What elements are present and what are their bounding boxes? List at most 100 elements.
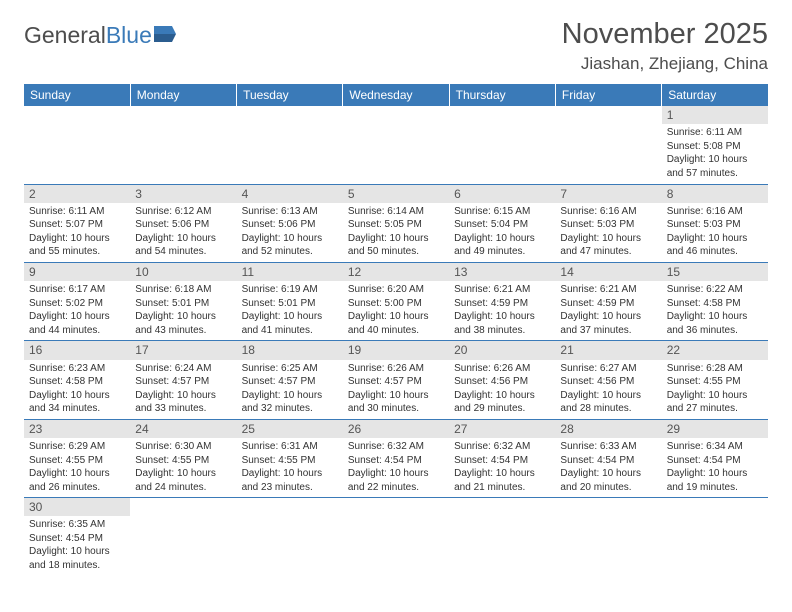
location: Jiashan, Zhejiang, China: [562, 54, 768, 74]
day-line: Sunrise: 6:20 AM: [348, 283, 444, 297]
day-line: Sunrise: 6:26 AM: [454, 362, 550, 376]
weekday-header: Friday: [555, 84, 661, 106]
weekday-header-row: Sunday Monday Tuesday Wednesday Thursday…: [24, 84, 768, 106]
calendar-cell: [237, 106, 343, 184]
calendar-cell: [237, 498, 343, 576]
day-line: Sunset: 4:56 PM: [454, 375, 550, 389]
day-line: and 23 minutes.: [242, 481, 338, 495]
day-line: Sunset: 4:57 PM: [348, 375, 444, 389]
day-details: Sunrise: 6:30 AMSunset: 4:55 PMDaylight:…: [130, 438, 236, 497]
day-line: Sunset: 4:56 PM: [560, 375, 656, 389]
day-line: Sunset: 5:03 PM: [667, 218, 763, 232]
calendar-cell: 26Sunrise: 6:32 AMSunset: 4:54 PMDayligh…: [343, 419, 449, 497]
day-number: 27: [449, 420, 555, 438]
day-line: Daylight: 10 hours: [560, 467, 656, 481]
day-line: and 54 minutes.: [135, 245, 231, 259]
day-number: 21: [555, 341, 661, 359]
day-line: Daylight: 10 hours: [454, 467, 550, 481]
day-line: and 19 minutes.: [667, 481, 763, 495]
day-line: Daylight: 10 hours: [667, 153, 763, 167]
flag-icon: [154, 26, 176, 42]
day-number: 28: [555, 420, 661, 438]
day-line: and 57 minutes.: [667, 167, 763, 181]
calendar-cell: 10Sunrise: 6:18 AMSunset: 5:01 PMDayligh…: [130, 262, 236, 340]
day-details: Sunrise: 6:32 AMSunset: 4:54 PMDaylight:…: [343, 438, 449, 497]
day-line: and 43 minutes.: [135, 324, 231, 338]
day-details: Sunrise: 6:27 AMSunset: 4:56 PMDaylight:…: [555, 360, 661, 419]
day-details: Sunrise: 6:18 AMSunset: 5:01 PMDaylight:…: [130, 281, 236, 340]
day-line: Sunset: 4:58 PM: [667, 297, 763, 311]
calendar-cell: [343, 106, 449, 184]
day-line: Daylight: 10 hours: [667, 310, 763, 324]
day-line: Sunrise: 6:30 AM: [135, 440, 231, 454]
day-line: Sunrise: 6:16 AM: [667, 205, 763, 219]
day-line: Sunrise: 6:11 AM: [667, 126, 763, 140]
logo-text-2: Blue: [106, 24, 152, 47]
day-line: Daylight: 10 hours: [348, 310, 444, 324]
weekday-header: Thursday: [449, 84, 555, 106]
calendar-cell: 23Sunrise: 6:29 AMSunset: 4:55 PMDayligh…: [24, 419, 130, 497]
day-line: Daylight: 10 hours: [135, 232, 231, 246]
day-line: Daylight: 10 hours: [348, 389, 444, 403]
calendar-table: Sunday Monday Tuesday Wednesday Thursday…: [24, 84, 768, 576]
day-line: Daylight: 10 hours: [242, 232, 338, 246]
title-block: November 2025 Jiashan, Zhejiang, China: [562, 18, 768, 74]
calendar-cell: 13Sunrise: 6:21 AMSunset: 4:59 PMDayligh…: [449, 262, 555, 340]
day-details: Sunrise: 6:21 AMSunset: 4:59 PMDaylight:…: [555, 281, 661, 340]
weekday-header: Monday: [130, 84, 236, 106]
day-line: Sunset: 4:59 PM: [560, 297, 656, 311]
calendar-cell: 18Sunrise: 6:25 AMSunset: 4:57 PMDayligh…: [237, 341, 343, 419]
calendar-cell: 4Sunrise: 6:13 AMSunset: 5:06 PMDaylight…: [237, 184, 343, 262]
day-line: Sunrise: 6:12 AM: [135, 205, 231, 219]
day-details: Sunrise: 6:11 AMSunset: 5:08 PMDaylight:…: [662, 124, 768, 183]
day-line: Daylight: 10 hours: [29, 232, 125, 246]
day-line: Daylight: 10 hours: [135, 310, 231, 324]
day-line: Sunset: 4:54 PM: [29, 532, 125, 546]
day-line: Daylight: 10 hours: [242, 467, 338, 481]
calendar-cell: 14Sunrise: 6:21 AMSunset: 4:59 PMDayligh…: [555, 262, 661, 340]
calendar-cell: 24Sunrise: 6:30 AMSunset: 4:55 PMDayligh…: [130, 419, 236, 497]
day-line: and 40 minutes.: [348, 324, 444, 338]
day-line: and 36 minutes.: [667, 324, 763, 338]
day-number: 15: [662, 263, 768, 281]
calendar-cell: [555, 106, 661, 184]
calendar-cell: 17Sunrise: 6:24 AMSunset: 4:57 PMDayligh…: [130, 341, 236, 419]
day-number: 2: [24, 185, 130, 203]
day-line: Daylight: 10 hours: [667, 232, 763, 246]
day-details: Sunrise: 6:35 AMSunset: 4:54 PMDaylight:…: [24, 516, 130, 575]
day-number: 19: [343, 341, 449, 359]
day-number: 1: [662, 106, 768, 124]
calendar-cell: 27Sunrise: 6:32 AMSunset: 4:54 PMDayligh…: [449, 419, 555, 497]
day-number: 16: [24, 341, 130, 359]
day-line: Sunrise: 6:29 AM: [29, 440, 125, 454]
day-line: Sunset: 5:01 PM: [135, 297, 231, 311]
day-details: Sunrise: 6:26 AMSunset: 4:57 PMDaylight:…: [343, 360, 449, 419]
day-line: Sunset: 4:55 PM: [29, 454, 125, 468]
day-details: Sunrise: 6:34 AMSunset: 4:54 PMDaylight:…: [662, 438, 768, 497]
day-line: and 18 minutes.: [29, 559, 125, 573]
day-line: Sunset: 4:54 PM: [560, 454, 656, 468]
day-line: Sunset: 4:54 PM: [454, 454, 550, 468]
day-line: and 34 minutes.: [29, 402, 125, 416]
day-line: Daylight: 10 hours: [29, 310, 125, 324]
day-line: Sunrise: 6:35 AM: [29, 518, 125, 532]
day-details: Sunrise: 6:14 AMSunset: 5:05 PMDaylight:…: [343, 203, 449, 262]
day-line: Sunrise: 6:23 AM: [29, 362, 125, 376]
day-line: Sunrise: 6:24 AM: [135, 362, 231, 376]
day-line: Sunset: 5:06 PM: [135, 218, 231, 232]
day-line: Sunrise: 6:21 AM: [454, 283, 550, 297]
calendar-cell: [662, 498, 768, 576]
day-line: Daylight: 10 hours: [29, 389, 125, 403]
calendar-cell: [449, 498, 555, 576]
logo-text-1: General: [24, 24, 106, 47]
calendar-cell: 9Sunrise: 6:17 AMSunset: 5:02 PMDaylight…: [24, 262, 130, 340]
day-number: 6: [449, 185, 555, 203]
day-line: and 37 minutes.: [560, 324, 656, 338]
day-details: Sunrise: 6:16 AMSunset: 5:03 PMDaylight:…: [555, 203, 661, 262]
calendar-cell: 25Sunrise: 6:31 AMSunset: 4:55 PMDayligh…: [237, 419, 343, 497]
calendar-cell: 11Sunrise: 6:19 AMSunset: 5:01 PMDayligh…: [237, 262, 343, 340]
calendar-cell: [130, 106, 236, 184]
calendar-cell: [24, 106, 130, 184]
day-line: Daylight: 10 hours: [560, 310, 656, 324]
day-line: and 55 minutes.: [29, 245, 125, 259]
